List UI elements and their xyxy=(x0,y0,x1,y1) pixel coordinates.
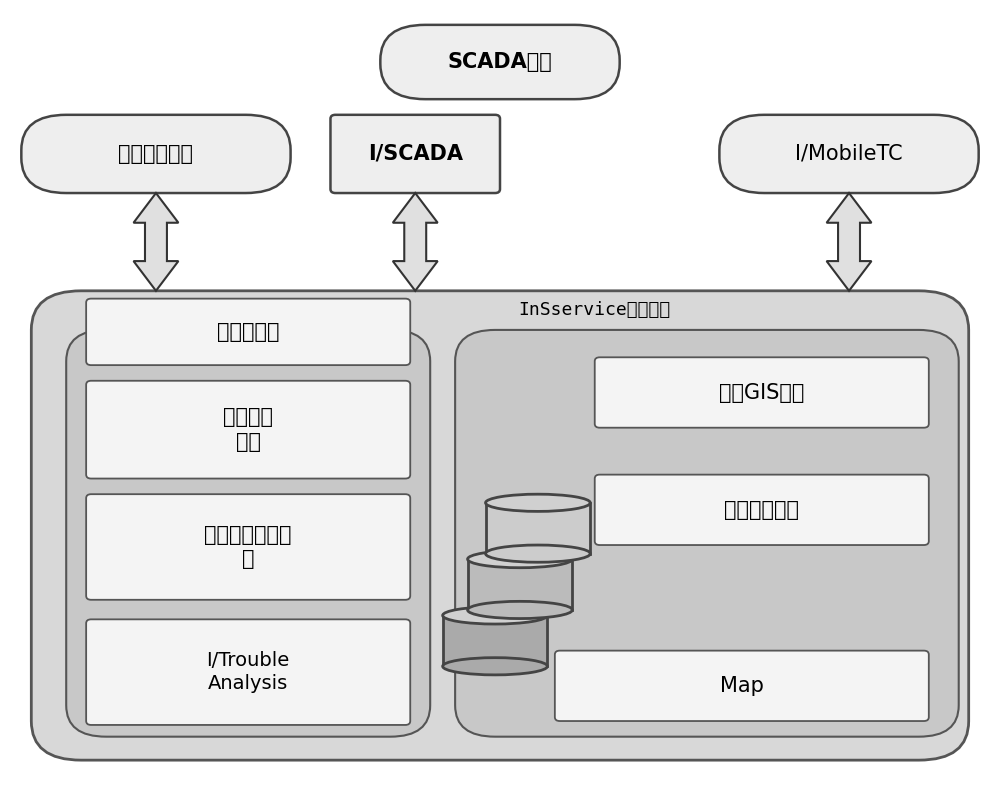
Text: 用户报障信息: 用户报障信息 xyxy=(118,144,193,164)
Text: 故障信息数据: 故障信息数据 xyxy=(724,500,799,520)
FancyBboxPatch shape xyxy=(555,651,929,721)
FancyBboxPatch shape xyxy=(719,115,979,193)
Text: I/SCADA: I/SCADA xyxy=(368,144,463,164)
Polygon shape xyxy=(134,193,178,290)
Text: SCADA系统: SCADA系统 xyxy=(448,52,552,72)
FancyBboxPatch shape xyxy=(595,357,929,428)
Bar xyxy=(486,503,590,553)
Bar xyxy=(468,559,572,610)
FancyBboxPatch shape xyxy=(330,115,500,193)
Text: 电网单线图: 电网单线图 xyxy=(217,322,279,342)
Text: 故障分析
引擎: 故障分析 引擎 xyxy=(223,407,273,452)
FancyBboxPatch shape xyxy=(31,290,969,760)
Text: 故障隔离停电模
拟: 故障隔离停电模 拟 xyxy=(204,524,292,569)
Text: I/Trouble
Analysis: I/Trouble Analysis xyxy=(207,651,290,693)
FancyBboxPatch shape xyxy=(86,298,410,365)
FancyBboxPatch shape xyxy=(595,475,929,545)
Polygon shape xyxy=(827,193,871,290)
Polygon shape xyxy=(393,193,438,290)
Bar xyxy=(443,615,547,666)
FancyBboxPatch shape xyxy=(66,330,430,736)
FancyBboxPatch shape xyxy=(86,495,410,600)
Text: Map: Map xyxy=(720,676,764,696)
Text: 配网GIS数据: 配网GIS数据 xyxy=(719,382,804,403)
Ellipse shape xyxy=(468,550,572,568)
Ellipse shape xyxy=(486,545,590,562)
FancyBboxPatch shape xyxy=(380,25,620,99)
Text: I/MobileTC: I/MobileTC xyxy=(795,144,903,164)
FancyBboxPatch shape xyxy=(455,330,959,736)
FancyBboxPatch shape xyxy=(21,115,291,193)
FancyBboxPatch shape xyxy=(86,619,410,725)
Ellipse shape xyxy=(486,495,590,511)
Ellipse shape xyxy=(468,601,572,619)
Text: InSservice基础平台: InSservice基础平台 xyxy=(519,301,671,319)
FancyBboxPatch shape xyxy=(86,381,410,479)
Ellipse shape xyxy=(443,658,547,675)
Ellipse shape xyxy=(443,607,547,624)
